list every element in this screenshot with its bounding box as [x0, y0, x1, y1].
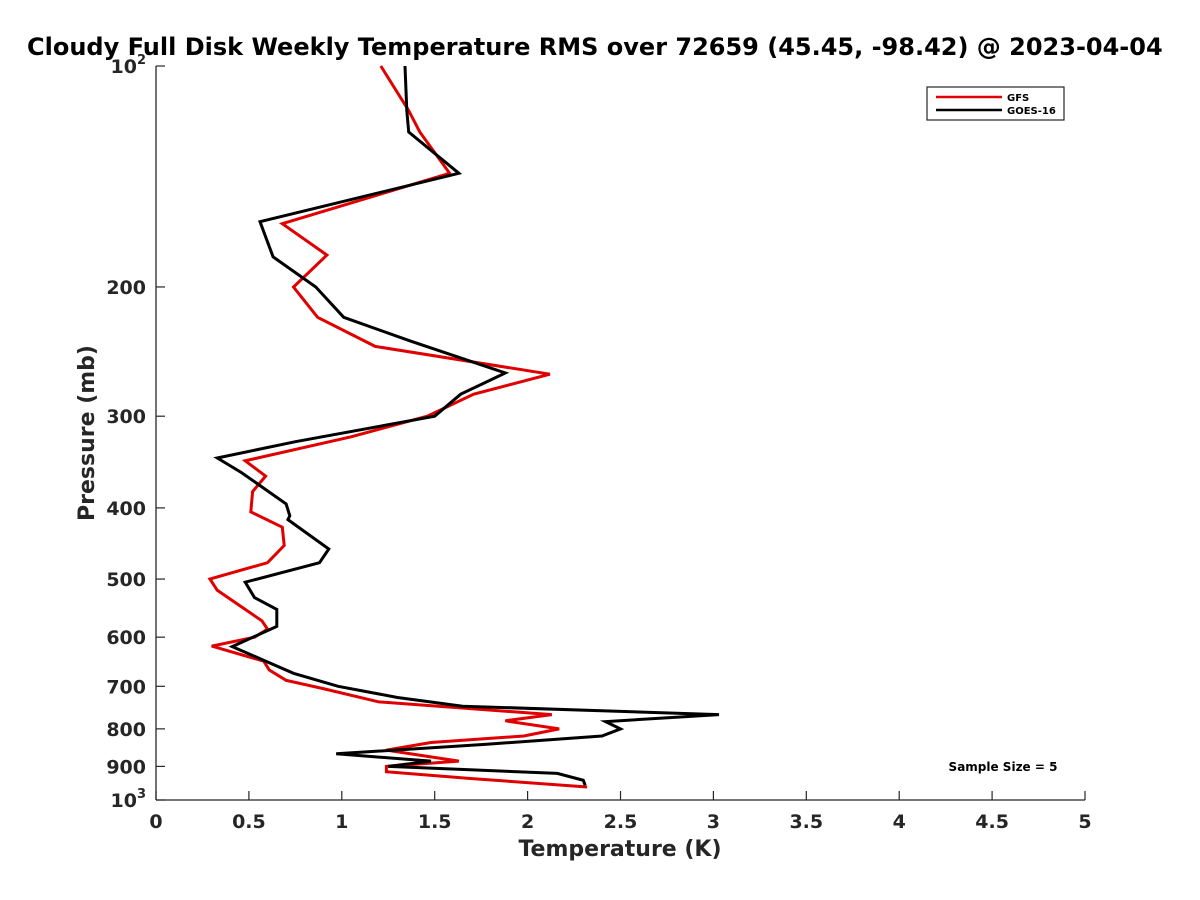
legend-items: GFS GOES-16: [936, 93, 1056, 117]
y-tick-label: 400: [106, 498, 146, 520]
y-tick-label: 300: [106, 406, 146, 428]
plot-area: [155, 66, 1085, 801]
x-tick-label: 1: [335, 811, 348, 833]
y-tick-label: 200: [106, 277, 146, 299]
legend-label-goes-16: GOES-16: [1007, 106, 1056, 117]
x-tick-label: 3.5: [789, 811, 823, 833]
y-tick-label: 600: [106, 627, 146, 649]
legend-box: [926, 86, 1065, 121]
x-ticks: 0 0.5 1 1.5 2 2.5 3 3.5 4 4.5 5: [149, 791, 1092, 833]
y-tick-label: 103: [111, 787, 147, 812]
series-layer: [207, 65, 720, 789]
x-tick-label: 4: [893, 811, 906, 833]
y-tick-label: 102: [111, 53, 147, 78]
x-tick-label: 2: [521, 811, 534, 833]
x-tick-label: 0.5: [232, 811, 266, 833]
y-tick-label: 900: [106, 756, 146, 778]
x-tick-label: 3: [707, 811, 720, 833]
y-ticks: 102 200 300 400 500 600 700 800 900 103: [106, 53, 165, 812]
x-tick-label: 5: [1078, 811, 1091, 833]
y-tick-label: 800: [106, 719, 146, 741]
y-tick-label: 700: [106, 676, 146, 698]
x-tick-label: 0: [149, 811, 162, 833]
x-tick-label: 1.5: [418, 811, 452, 833]
y-tick-label: 500: [106, 569, 146, 591]
y-axis-label: Pressure (mb): [75, 345, 100, 521]
x-tick-label: 2.5: [604, 811, 638, 833]
legend: GFS GOES-16: [926, 86, 1065, 121]
legend-label-gfs: GFS: [1007, 93, 1029, 104]
series-line-goes-16: [213, 65, 720, 786]
chart-title: Cloudy Full Disk Weekly Temperature RMS …: [27, 33, 1163, 61]
series-line-gfs: [207, 65, 588, 789]
sample-size-annotation: Sample Size = 5: [949, 760, 1058, 774]
x-axis-label: Temperature (K): [518, 837, 721, 862]
x-tick-label: 4.5: [975, 811, 1009, 833]
